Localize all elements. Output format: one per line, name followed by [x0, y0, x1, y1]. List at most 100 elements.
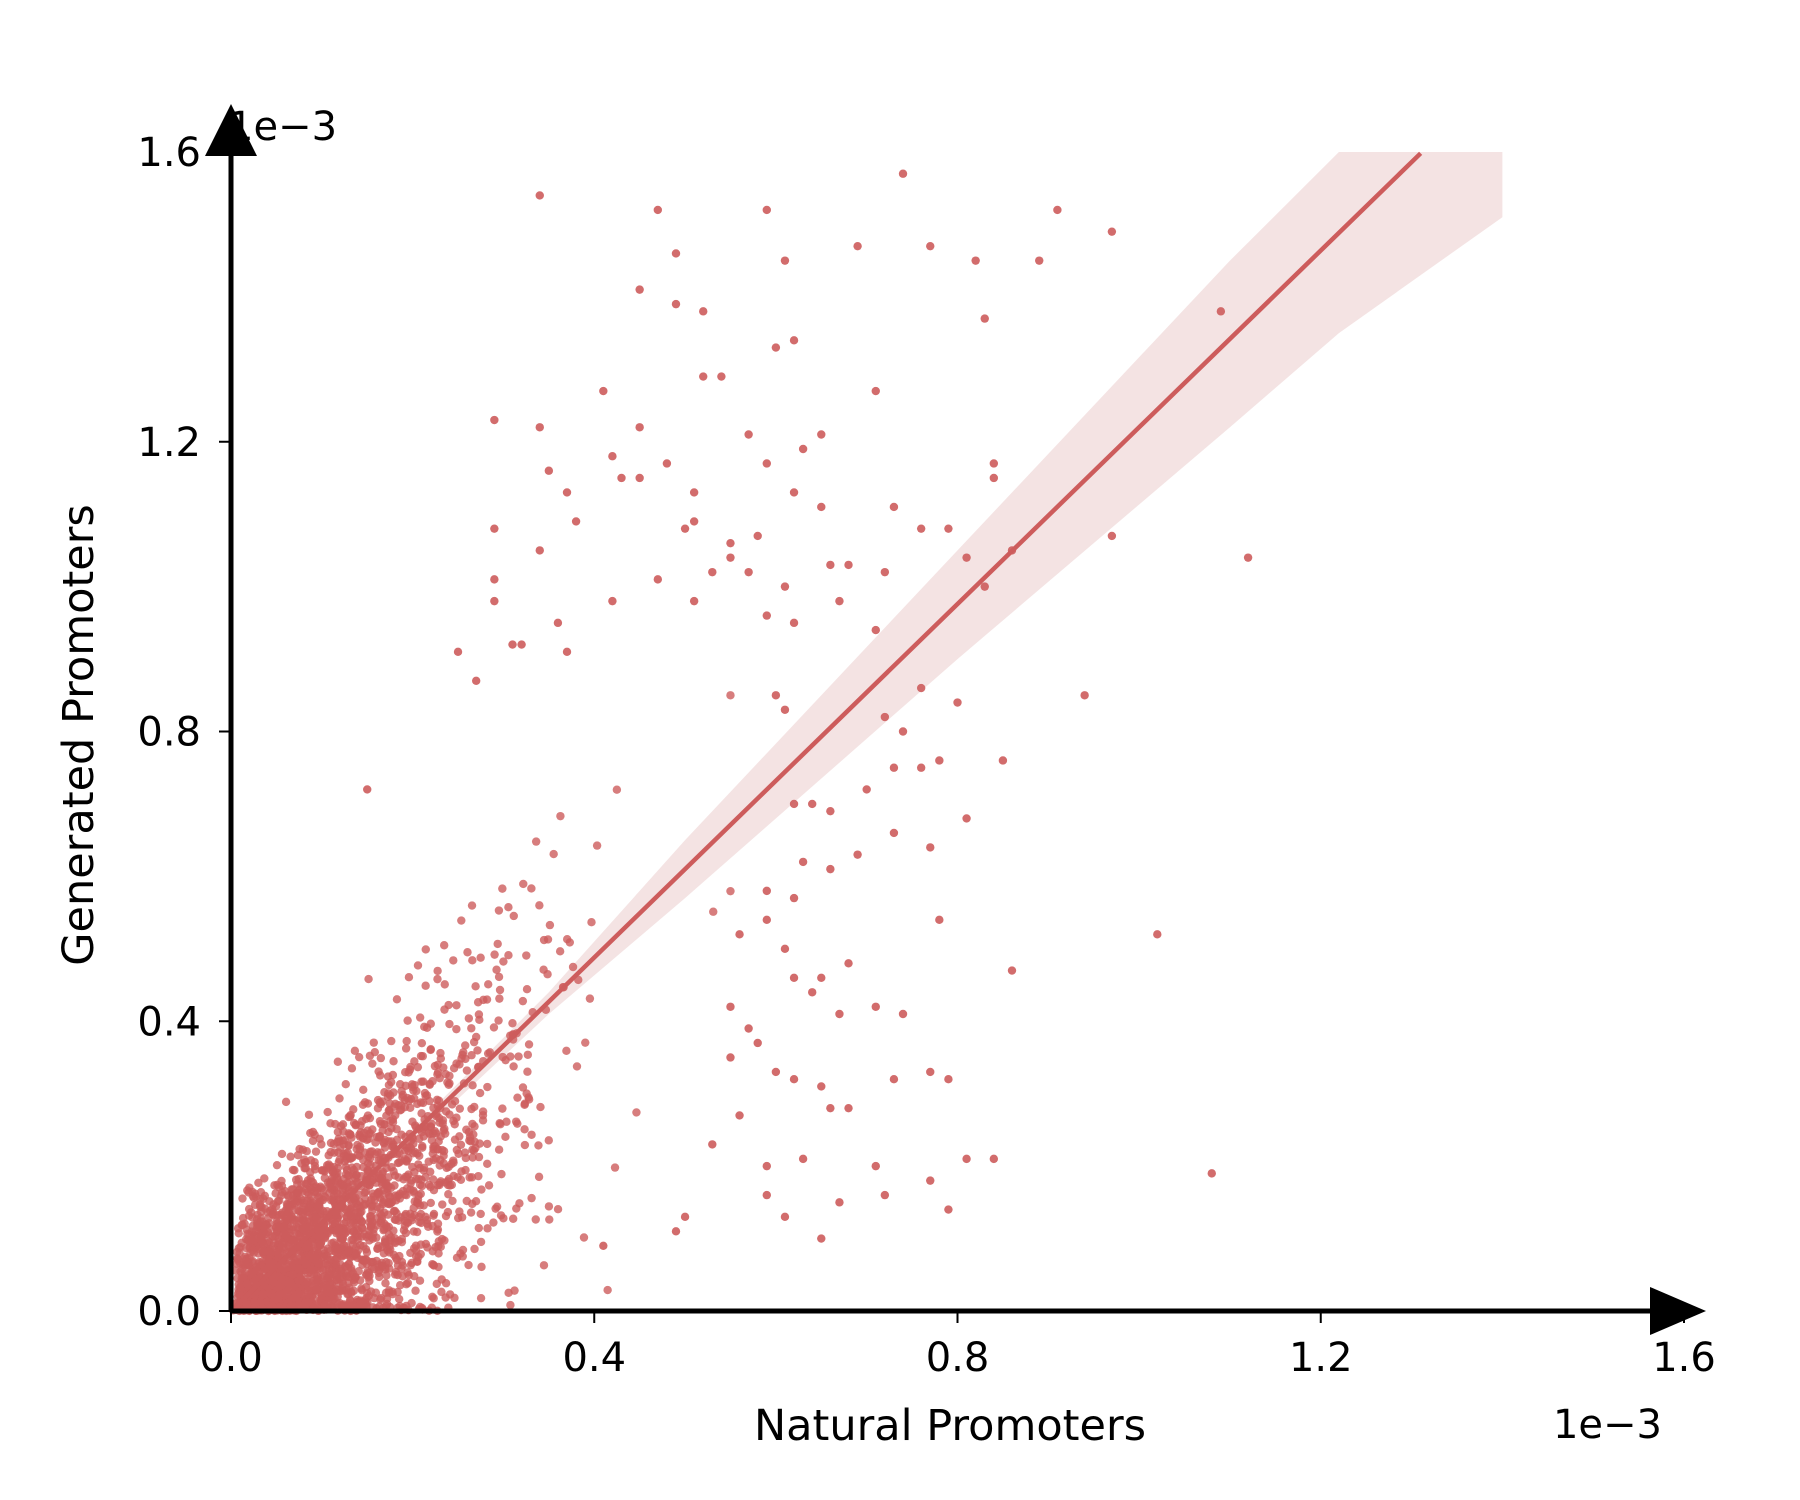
scatter-point — [448, 1196, 457, 1206]
scatter-point — [571, 517, 581, 526]
scatter-point — [504, 902, 513, 912]
scatter-point — [880, 567, 890, 577]
scatter-point — [916, 524, 926, 533]
scatter-point — [434, 1113, 444, 1123]
scatter-point — [544, 1202, 554, 1211]
scatter-point — [429, 1294, 438, 1303]
scatter-point — [450, 1120, 459, 1129]
scatter-point — [359, 1201, 369, 1210]
scatter-point — [303, 1277, 312, 1287]
scatter-point — [518, 996, 528, 1006]
scatter-point — [471, 1197, 481, 1206]
scatter-point — [298, 1145, 308, 1154]
scatter-point — [409, 1186, 418, 1196]
scatter-point — [253, 1218, 263, 1228]
scatter-point — [744, 430, 753, 439]
scatter-point — [612, 785, 622, 794]
scatter-point — [944, 1205, 953, 1214]
scatter-point — [418, 1141, 427, 1151]
scatter-point — [274, 1249, 283, 1259]
scatter-point — [264, 1247, 273, 1256]
scatter-point — [579, 1233, 589, 1242]
scatter-point — [239, 1273, 248, 1282]
scatter-point — [368, 1059, 377, 1068]
scatter-point — [680, 1212, 690, 1222]
scatter-point — [456, 1140, 466, 1150]
scatter-point — [495, 985, 505, 995]
scatter-point — [780, 256, 790, 265]
scatter-point — [635, 473, 644, 483]
scatter-point — [428, 1077, 437, 1086]
scatter-point — [325, 1246, 335, 1256]
scatter-point — [344, 1171, 353, 1180]
scatter-point — [844, 1103, 853, 1113]
scatter-point — [445, 1019, 454, 1029]
x-tick-label: 0.0 — [199, 1335, 263, 1381]
scatter-point — [415, 1201, 425, 1210]
scatter-point — [434, 1249, 443, 1258]
scatter-point — [944, 1075, 953, 1084]
scatter-point — [306, 1128, 315, 1138]
scatter-point — [798, 1154, 808, 1164]
scatter-point — [298, 1256, 308, 1265]
scatter-point — [426, 1167, 435, 1176]
scatter-point — [389, 1250, 399, 1260]
scatter-point — [445, 1071, 454, 1081]
scatter-point — [483, 1082, 492, 1092]
scatter-point — [387, 1124, 396, 1133]
scatter-point — [671, 299, 681, 309]
scatter-point — [853, 850, 862, 859]
scatter-point — [489, 1218, 498, 1227]
scatter-point — [306, 1156, 316, 1165]
scatter-point — [395, 1301, 405, 1311]
scatter-point — [980, 582, 989, 591]
scatter-point — [447, 1180, 457, 1190]
x-tick-label: 0.4 — [562, 1335, 626, 1381]
scatter-point — [414, 1134, 424, 1144]
scatter-point — [468, 1145, 477, 1155]
scatter-point — [245, 1270, 255, 1280]
scatter-point — [455, 1104, 465, 1113]
scatter-point — [535, 546, 544, 555]
scatter-point — [294, 1188, 303, 1197]
scatter-point — [844, 959, 853, 968]
scatter-point — [1080, 691, 1089, 700]
scatter-point — [250, 1235, 259, 1245]
scatter-point — [370, 1047, 380, 1057]
scatter-point — [333, 1057, 343, 1066]
scatter-point — [527, 1130, 536, 1139]
scatter-point — [392, 1209, 401, 1218]
scatter-point — [709, 907, 718, 916]
scatter-point — [962, 814, 971, 823]
scatter-point — [555, 947, 565, 956]
scatter-point — [382, 1221, 391, 1231]
scatter-point — [288, 1270, 297, 1279]
scatter-point — [491, 1204, 500, 1213]
scatter-point — [653, 575, 663, 584]
scatter-point — [1007, 966, 1017, 975]
scatter-point — [270, 1238, 279, 1248]
scatter-point — [415, 1163, 424, 1173]
scatter-point — [352, 1162, 361, 1172]
scatter-point — [374, 1067, 383, 1076]
scatter-point — [889, 763, 899, 772]
scatter-point — [455, 1132, 464, 1141]
scatter-point — [282, 1202, 292, 1212]
scatter-point — [425, 1096, 434, 1106]
y-tick-label: 0.4 — [137, 999, 201, 1045]
scatter-point — [281, 1097, 291, 1107]
scatter-point — [423, 1243, 432, 1252]
scatter-point — [368, 1125, 377, 1134]
scatter-point — [289, 1236, 298, 1245]
scatter-point — [317, 1291, 326, 1301]
scatter-point — [465, 1132, 475, 1141]
scatter-point — [408, 1117, 417, 1126]
scatter-point — [898, 169, 908, 178]
scatter-point — [510, 1286, 519, 1295]
scatter-point — [461, 1165, 470, 1175]
scatter-point — [357, 1218, 367, 1227]
scatter-point — [835, 1198, 844, 1207]
scatter-point — [483, 1224, 492, 1233]
scatter-point — [401, 1172, 410, 1182]
